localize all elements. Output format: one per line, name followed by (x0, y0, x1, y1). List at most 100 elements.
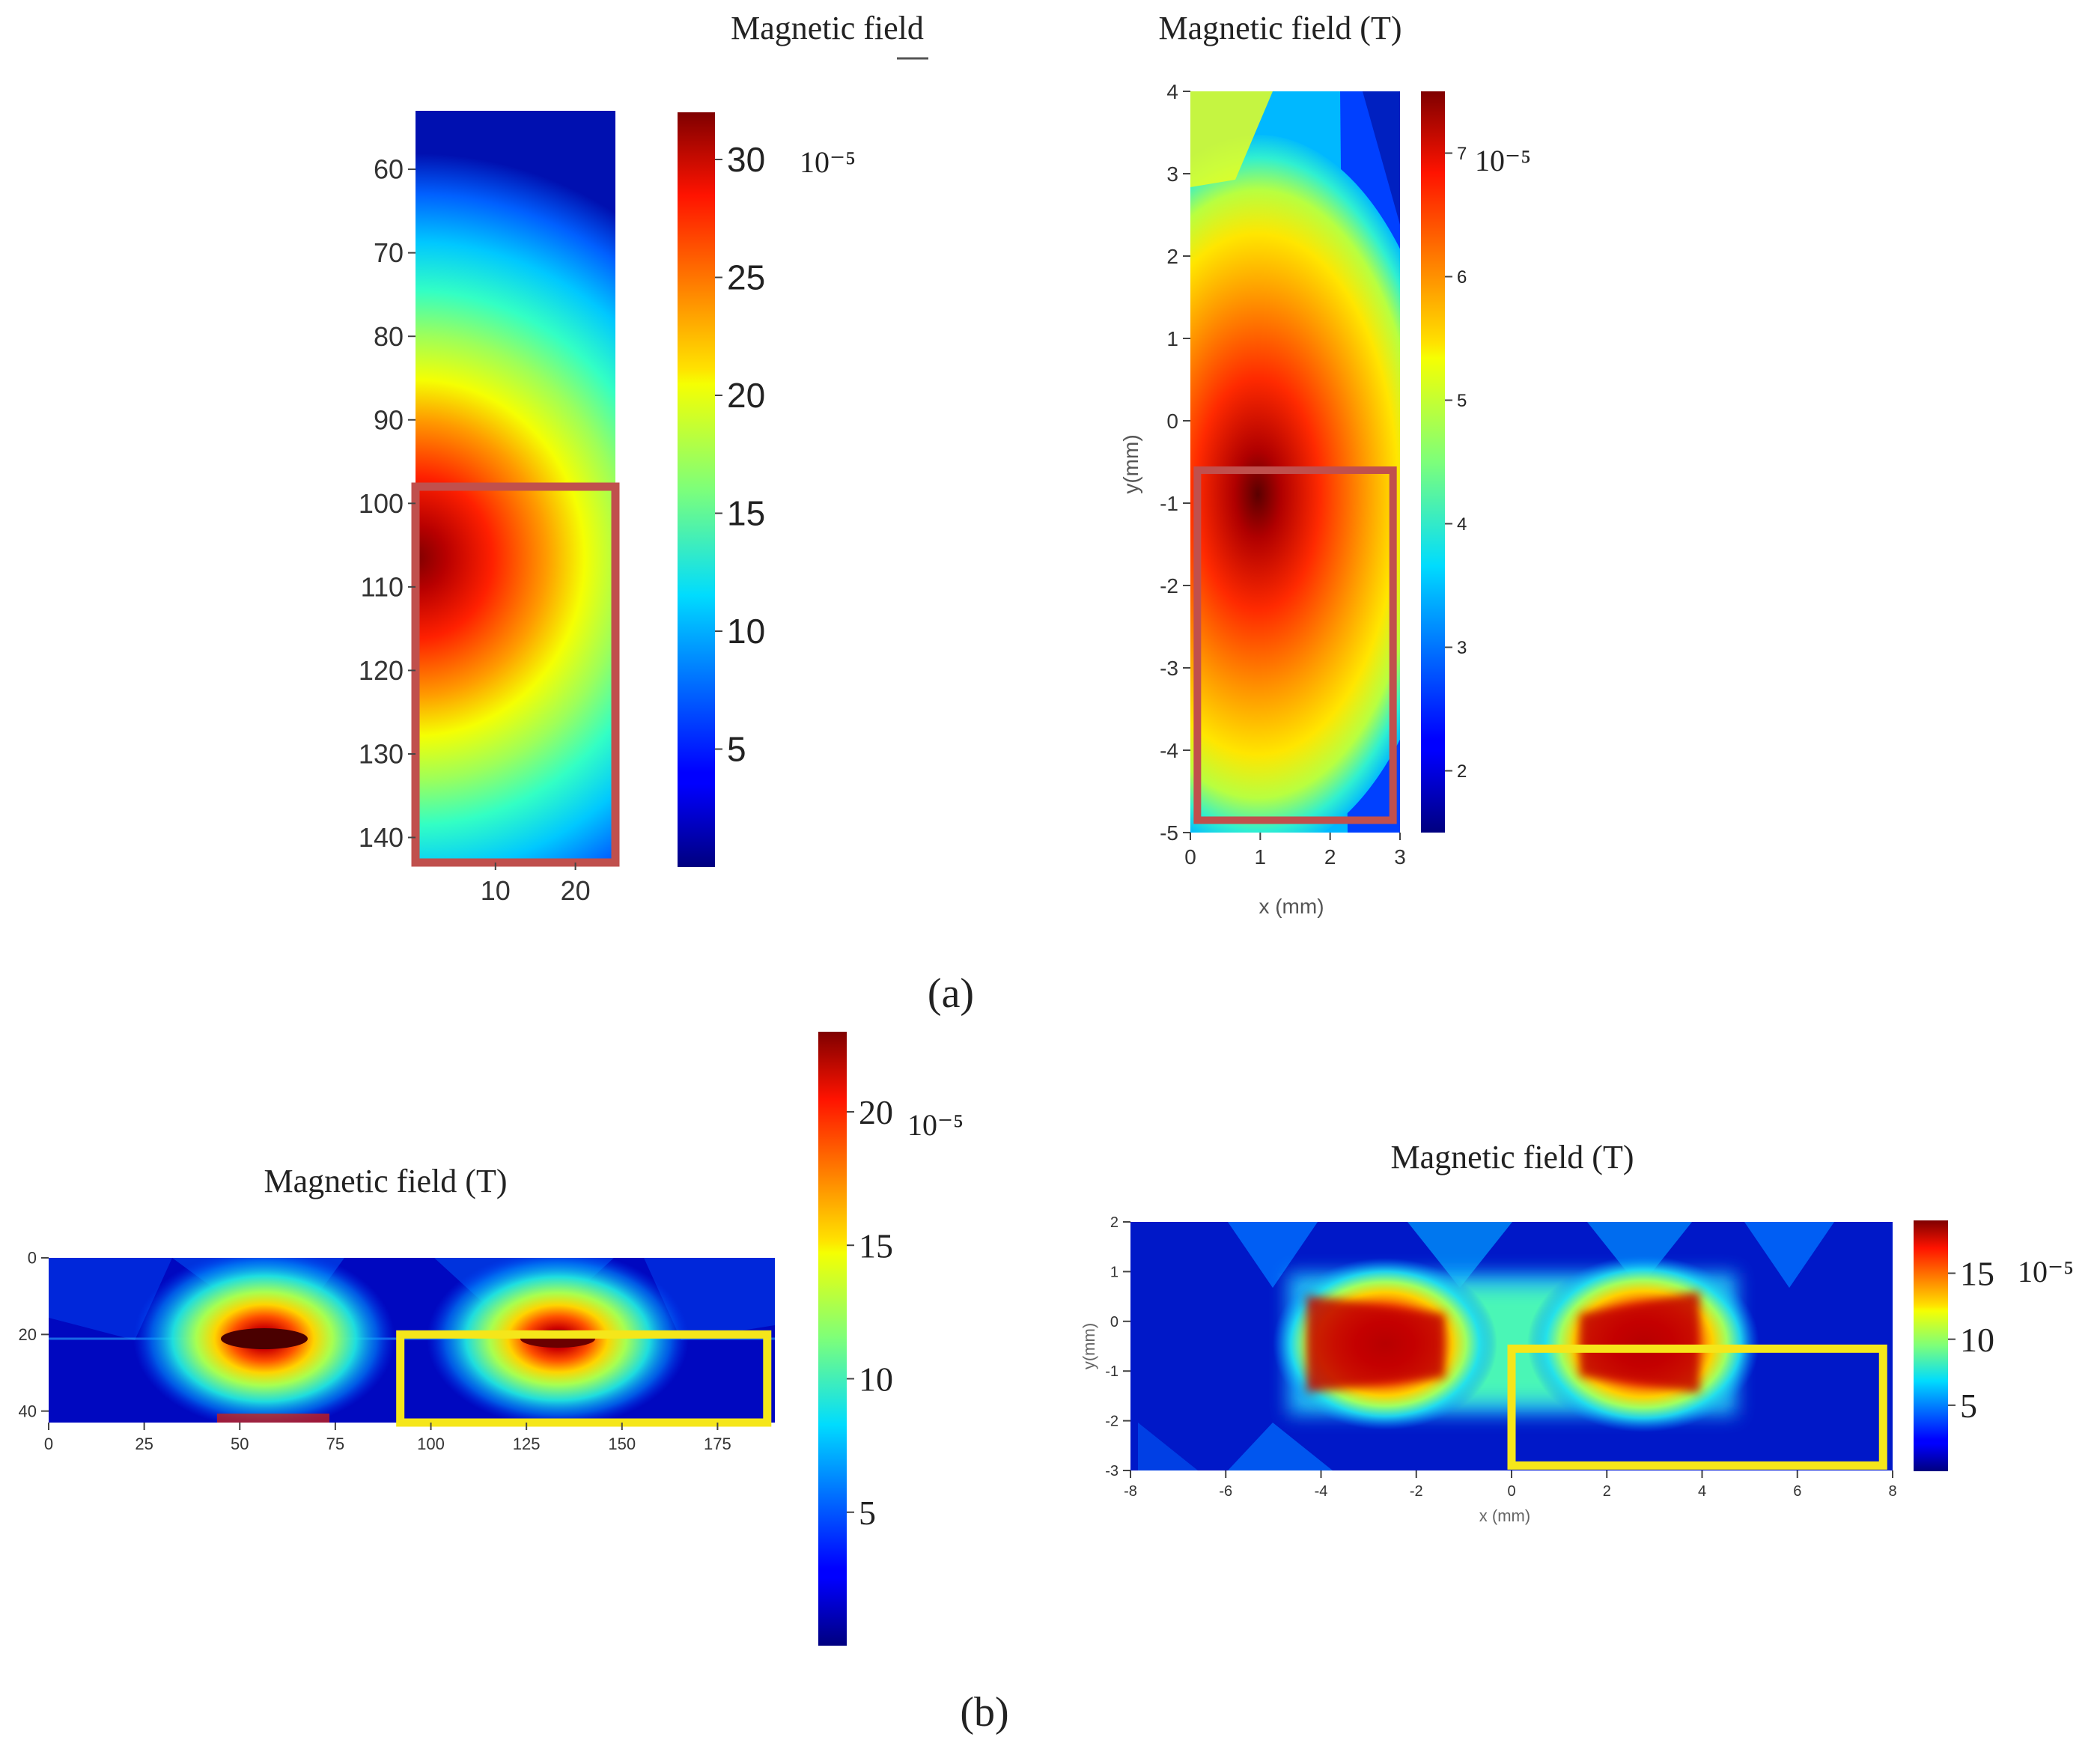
colorbar-tick-label: 5 (1457, 391, 1467, 411)
colorbar-exponent-label: 10⁻⁵ (1475, 144, 1531, 177)
y-tick-label: 0 (28, 1249, 37, 1268)
x-tick-label: 25 (135, 1435, 153, 1453)
y-axis-ticks: 2 1 0 -1 -2 -3 (1105, 1214, 1130, 1479)
colorbar-exponent-label: 10⁻⁵ (800, 145, 856, 179)
x-tick-label: 0 (1507, 1483, 1515, 1500)
y-tick-label: 130 (359, 739, 404, 770)
y-tick-label: 1 (1166, 327, 1178, 350)
y-tick-label: -3 (1160, 657, 1178, 680)
colorbar-tick-label: 5 (727, 730, 746, 769)
x-tick-label: -4 (1315, 1483, 1328, 1500)
y-tick-label: -1 (1160, 492, 1178, 515)
panel-label-a: (a) (928, 970, 974, 1017)
y-tick-label: 70 (374, 237, 404, 268)
x-tick-label: 8 (1888, 1483, 1896, 1500)
y-tick-label: 80 (374, 321, 404, 352)
x-tick-label: 6 (1793, 1483, 1801, 1500)
x-tick-label: 2 (1324, 845, 1336, 869)
colorbar-ticks: 2 3 4 5 6 7 (1445, 144, 1467, 782)
colorbar-b-left (818, 1032, 847, 1646)
colorbar-a-right (1421, 91, 1445, 833)
y-tick-label: 0 (1110, 1314, 1119, 1330)
chart-b-right: Magnetic field (T) 2 1 0 -1 -2 -3 -8 -6 -4 -2 0 2 4… (1080, 1139, 2074, 1525)
x-axis-ticks: 10 20 (481, 863, 591, 906)
highlight-box-yellow (1507, 1344, 1887, 1470)
colorbar-tick-label: 15 (1960, 1255, 1994, 1293)
colorbar-tick-label: 15 (859, 1226, 893, 1265)
y-axis-ticks: 4 3 2 1 0 -1 -2 -3 -4 -5 (1160, 80, 1190, 845)
colorbar-tick-label: 6 (1457, 267, 1467, 288)
colorbar-a-left (678, 112, 715, 867)
chart-a-left: Magnetic field 60 70 80 90 100 110 120 130 140 1… (359, 10, 928, 906)
y-axis-ticks: 60 70 80 90 100 110 120 130 140 (359, 154, 416, 853)
x-axis-label: x (mm) (1259, 895, 1324, 918)
y-tick-label: -1 (1105, 1363, 1119, 1380)
highlight-box-red (411, 482, 620, 867)
y-axis-label: y(mm) (1080, 1323, 1098, 1369)
x-tick-label: 50 (231, 1435, 249, 1453)
chart-b-left: Magnetic field (T) 0 20 40 0 25 50 75 100 125 15… (19, 1032, 964, 1646)
chart-a-left-title: Magnetic field (731, 10, 924, 46)
colorbar-tick-label: 10 (1960, 1321, 1994, 1359)
colorbar-tick-label: 10 (859, 1360, 893, 1399)
highlight-box-red (1193, 466, 1397, 824)
colorbar-tick-label: 4 (1457, 514, 1467, 535)
x-tick-label: 1 (1255, 845, 1267, 869)
y-tick-label: 4 (1166, 80, 1178, 103)
chart-b-left-title: Magnetic field (T) (264, 1163, 508, 1199)
colorbar-exponent-label: 10⁻⁵ (907, 1108, 964, 1142)
x-axis-label: x (mm) (1479, 1506, 1530, 1525)
y-axis-label: y(mm) (1119, 434, 1142, 493)
y-tick-label: -4 (1160, 739, 1178, 762)
chart-b-left-field (49, 1258, 775, 1423)
colorbar-tick-label: 25 (727, 258, 765, 297)
chart-a-right-field (1190, 91, 1400, 833)
x-tick-label: 3 (1394, 845, 1406, 869)
colorbar-tick-label: 3 (1457, 638, 1467, 658)
y-tick-label: 60 (374, 154, 404, 185)
x-tick-label: 100 (417, 1435, 445, 1453)
x-tick-label: 150 (608, 1435, 636, 1453)
x-tick-label: -2 (1410, 1483, 1423, 1500)
chart-b-right-title: Magnetic field (T) (1391, 1139, 1634, 1175)
y-tick-label: 40 (19, 1402, 37, 1420)
colorbar-ticks: 5 10 15 20 25 30 (715, 140, 765, 769)
x-tick-label: 4 (1698, 1483, 1706, 1500)
x-tick-label: -8 (1124, 1483, 1137, 1500)
y-tick-label: -2 (1105, 1414, 1119, 1430)
chart-a-right-title: Magnetic field (T) (1159, 10, 1402, 46)
y-tick-label: 3 (1166, 162, 1178, 186)
colorbar-tick-label: 20 (727, 376, 765, 415)
y-tick-label: 110 (361, 571, 404, 602)
colorbar-tick-label: 20 (859, 1093, 893, 1131)
colorbar-tick-label: 2 (1457, 761, 1467, 782)
y-tick-label: -2 (1160, 574, 1178, 597)
colorbar-exponent-label: 10⁻⁵ (2018, 1255, 2074, 1289)
x-tick-label: 75 (326, 1435, 344, 1453)
y-tick-label: -3 (1105, 1463, 1119, 1479)
y-tick-label: 90 (374, 404, 404, 435)
x-tick-label: 10 (481, 875, 511, 906)
x-tick-label: 175 (704, 1435, 731, 1453)
colorbar-ticks: 5 10 15 (1948, 1255, 1994, 1425)
colorbar-tick-label: 5 (1960, 1387, 1977, 1425)
colorbar-b-right (1914, 1220, 1948, 1471)
colorbar-tick-label: 10 (727, 612, 765, 651)
y-tick-label: 1 (1110, 1264, 1119, 1280)
y-axis-ticks: 0 20 40 (19, 1249, 49, 1420)
y-tick-label: 100 (359, 488, 404, 519)
y-tick-label: 20 (19, 1325, 37, 1344)
y-tick-label: 2 (1166, 245, 1178, 268)
colorbar-ticks: 5 10 15 20 (847, 1093, 893, 1532)
colorbar-tick-label: 15 (727, 494, 765, 533)
panel-label-b: (b) (960, 1689, 1008, 1736)
y-tick-label: 2 (1110, 1214, 1119, 1231)
x-tick-label: 125 (513, 1435, 541, 1453)
x-tick-label: -6 (1219, 1483, 1232, 1500)
y-tick-label: -5 (1160, 821, 1178, 845)
colorbar-tick-label: 5 (859, 1494, 876, 1532)
colorbar-tick-label: 7 (1457, 144, 1467, 164)
x-tick-label: 0 (1184, 845, 1196, 869)
